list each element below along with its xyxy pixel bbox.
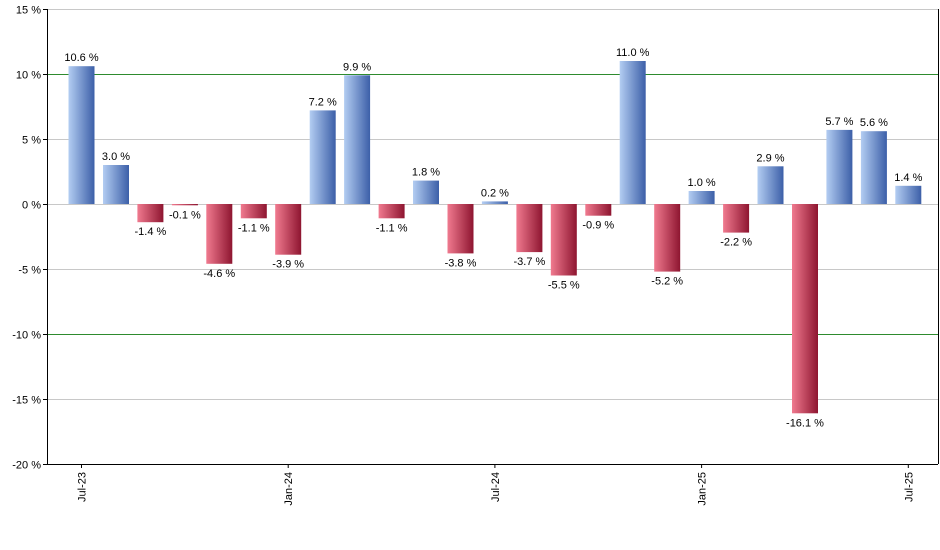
data-label: 7.2 % — [309, 96, 337, 108]
bar-dec-23 — [240, 204, 267, 219]
bar-feb-24 — [309, 110, 336, 204]
bar-jul-25 — [895, 185, 922, 204]
bar-jun-24 — [447, 204, 474, 254]
data-label: -0.1 % — [169, 209, 201, 221]
bar-may-25 — [826, 129, 853, 204]
bar-apr-24 — [378, 204, 405, 219]
bars — [68, 61, 922, 414]
bar-sep-23 — [137, 204, 164, 223]
y-tick-label: -5 % — [18, 265, 41, 277]
x-tick-label: Jul-23 — [77, 472, 89, 502]
bar-aug-24 — [516, 204, 543, 253]
y-tick-label: 10 % — [16, 70, 41, 82]
bar-sep-24 — [550, 204, 577, 276]
bar-feb-25 — [723, 204, 750, 233]
data-label: 2.9 % — [756, 152, 784, 164]
reference-lines — [47, 74, 938, 335]
bar-mar-25 — [757, 166, 784, 204]
y-tick-label: -15 % — [12, 395, 41, 407]
data-label: -3.9 % — [272, 259, 304, 271]
bar-jan-25 — [688, 191, 715, 204]
bar-may-24 — [413, 180, 439, 204]
bar-oct-23 — [171, 204, 198, 206]
data-label: 1.0 % — [688, 177, 716, 189]
data-label: 11.0 % — [616, 47, 650, 59]
bar-nov-24 — [619, 61, 646, 204]
data-label: -16.1 % — [786, 417, 824, 429]
x-tick-label: Jan-24 — [283, 472, 295, 506]
data-label: 5.6 % — [860, 117, 888, 129]
data-label: 5.7 % — [825, 116, 853, 128]
bar-jul-24 — [481, 201, 508, 204]
data-label: -3.8 % — [445, 257, 477, 269]
y-tick-label: 5 % — [22, 135, 41, 147]
bar-jul-23 — [68, 66, 95, 204]
data-label: -0.9 % — [582, 220, 614, 232]
x-tick-label: Jul-25 — [903, 472, 915, 502]
x-tick-label: Jul-24 — [490, 472, 502, 502]
bar-apr-25 — [792, 204, 818, 414]
data-label: 10.6 % — [64, 52, 98, 64]
data-label: -3.7 % — [514, 256, 546, 268]
data-label: -1.4 % — [135, 226, 167, 238]
data-label: -5.2 % — [651, 276, 683, 288]
bar-nov-23 — [206, 204, 233, 264]
data-label: 0.2 % — [481, 187, 509, 199]
y-tick-label: -10 % — [12, 330, 41, 342]
y-tick-label: -20 % — [12, 460, 41, 472]
bar-mar-24 — [344, 75, 371, 204]
data-label: 9.9 % — [343, 61, 371, 73]
bar-jun-25 — [860, 131, 887, 204]
x-tick-label: Jan-25 — [697, 472, 709, 506]
axes: 15 % 10 % 5 % 0 % -5 % -10 % -15 % -20 % Jul-23 J… — [12, 5, 939, 506]
data-label: 1.8 % — [412, 167, 440, 179]
data-label: -5.5 % — [548, 280, 580, 292]
bar-aug-23 — [103, 165, 129, 204]
data-label: -4.6 % — [203, 268, 235, 280]
y-tick-label: 15 % — [16, 5, 41, 17]
bar-dec-24 — [654, 204, 681, 272]
data-label: -2.2 % — [720, 237, 752, 249]
data-label: -1.1 % — [238, 222, 270, 234]
bar-oct-24 — [585, 204, 612, 216]
data-label: 3.0 % — [102, 151, 130, 163]
data-label: 1.4 % — [894, 172, 922, 184]
y-tick-label: 0 % — [22, 200, 41, 212]
data-labels: 10.6 % 3.0 % -1.4 %-0.1 % -4.6 % -1.1 % -3.9 … — [64, 47, 922, 429]
bar-jan-24 — [275, 204, 302, 255]
data-label: -1.1 % — [376, 222, 408, 234]
